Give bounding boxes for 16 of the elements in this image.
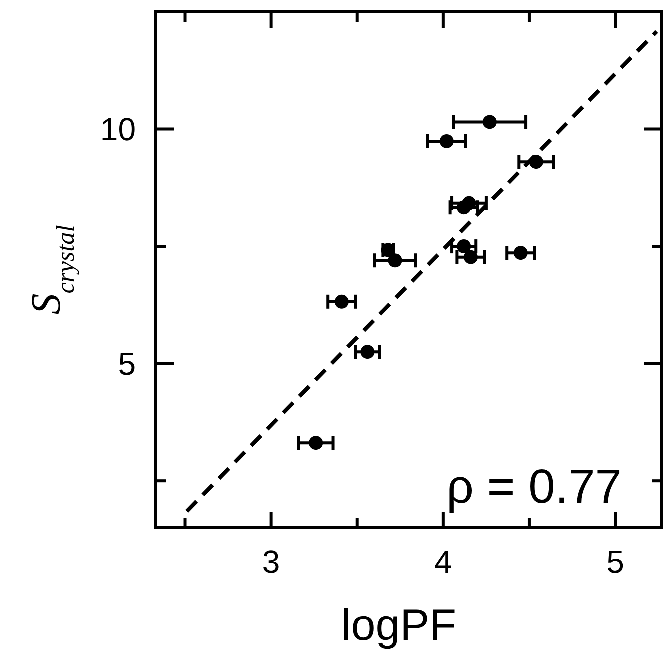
point	[388, 254, 402, 268]
point	[334, 294, 349, 309]
point	[457, 200, 472, 215]
x-tick-label: 4	[434, 544, 452, 580]
x-axis-title: logPF	[342, 601, 456, 650]
x-tick-label: 5	[606, 544, 624, 580]
point	[457, 240, 472, 254]
x-tick-label: 3	[262, 544, 280, 580]
y-tick-label: 10	[100, 111, 136, 148]
point	[464, 250, 478, 264]
point	[514, 246, 528, 260]
point	[309, 436, 324, 450]
point	[482, 115, 497, 130]
point	[360, 345, 375, 360]
annotation: ρ = 0.77	[446, 461, 622, 514]
point	[440, 134, 454, 148]
